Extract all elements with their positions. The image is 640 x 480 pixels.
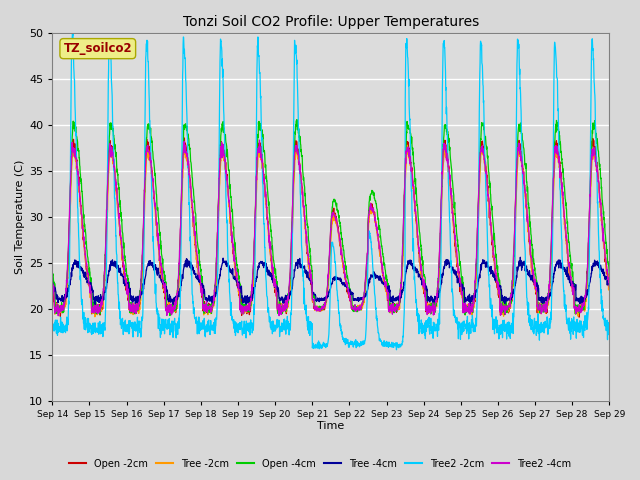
X-axis label: Time: Time	[317, 421, 344, 432]
Y-axis label: Soil Temperature (C): Soil Temperature (C)	[15, 159, 25, 274]
Text: TZ_soilco2: TZ_soilco2	[63, 42, 132, 55]
Legend: Open -2cm, Tree -2cm, Open -4cm, Tree -4cm, Tree2 -2cm, Tree2 -4cm: Open -2cm, Tree -2cm, Open -4cm, Tree -4…	[65, 455, 575, 473]
Title: Tonzi Soil CO2 Profile: Upper Temperatures: Tonzi Soil CO2 Profile: Upper Temperatur…	[182, 15, 479, 29]
